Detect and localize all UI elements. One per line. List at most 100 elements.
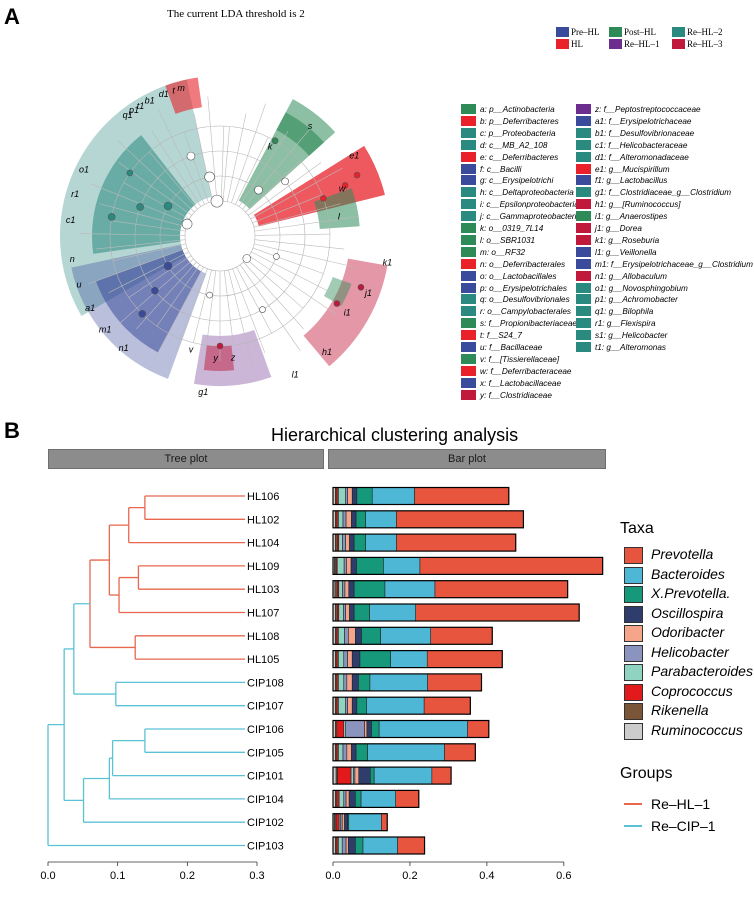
taxa-legend-item: d: c__MB_A2_108 [461, 139, 547, 151]
bar-outline [332, 650, 503, 669]
bar-segment [390, 650, 428, 668]
taxa-swatch [576, 318, 591, 329]
taxa-legend-label: Bacteroides [651, 565, 725, 582]
tree-leaf-label: CIP106 [247, 724, 284, 736]
cladogram-node [357, 284, 365, 291]
taxa-legend-item: g: c__Erysipelotrichi [461, 175, 553, 186]
cladogram-node [333, 300, 341, 307]
bar-segment [360, 790, 397, 808]
bar-segment [346, 673, 353, 692]
bar-segment [362, 836, 398, 855]
bar-segment [356, 557, 384, 575]
taxa-label: s1: g__Helicobacter [595, 331, 668, 341]
taxa-label: b1: f__Desulfovibrionaceae [595, 128, 695, 138]
taxa-legend-item: x: f__Lactobacillaceae [461, 377, 561, 389]
taxa-swatch [624, 586, 643, 603]
bar-segment [384, 580, 436, 598]
bar-segment [426, 650, 503, 668]
bar-segment [351, 487, 358, 505]
taxa-legend-item: s1: g__Helicobacter [576, 330, 667, 341]
bar-segment [347, 650, 353, 668]
bar-segment [415, 603, 580, 622]
taxa-swatch [576, 270, 591, 281]
panel-a-letter: A [4, 4, 20, 29]
taxa-label: n: o__Deferribacterales [480, 259, 566, 269]
taxa-legend-item: o: o__Lactobacillales [461, 270, 556, 282]
clade-label: a1 [85, 303, 95, 313]
bar-segment [397, 836, 425, 855]
tree-axis-tick-label: 0.0 [40, 870, 55, 882]
bar-segment [444, 743, 476, 762]
taxa-label: u: f__Bacillaceae [480, 343, 543, 352]
bar-segment [341, 836, 347, 855]
taxa-swatch [624, 722, 643, 740]
tree-leaf-label: HL104 [247, 538, 279, 550]
bar-segment [344, 813, 348, 832]
bar-segment [338, 836, 343, 855]
clade-label: l1 [292, 369, 299, 379]
clade-label: k1 [383, 258, 393, 268]
bar-segment [358, 673, 371, 692]
taxa-label: m: o__RF32 [480, 247, 526, 257]
bar-segment [370, 766, 375, 785]
taxa-swatch [461, 246, 476, 257]
taxa-swatch [576, 175, 591, 186]
bar-segment [396, 510, 524, 529]
cladogram-node [138, 309, 147, 318]
taxa-swatch [461, 282, 476, 293]
taxa-label: q1: g__Bilophila [595, 307, 654, 317]
taxa-legend-item: n1: g__Allobaculum [576, 270, 667, 282]
group-label: Re–HL–1 [624, 39, 660, 49]
cladogram-node [216, 342, 224, 350]
taxa-swatch [576, 139, 591, 150]
clade-label: h1 [322, 347, 332, 357]
clade-label: o1 [79, 165, 89, 175]
group-swatch [672, 27, 685, 37]
taxa-label: r1: g__Flexispira [595, 319, 656, 329]
bar-segment [343, 603, 346, 622]
taxa-swatch [461, 127, 476, 138]
taxa-label: g1: f__Clostridiaceae_g__Clostridium [595, 188, 732, 198]
taxa-legend-item: t: f__S24_7 [461, 330, 522, 341]
group-label: Post–HL [624, 27, 657, 37]
bar-segment [430, 627, 493, 645]
taxa-swatch [576, 282, 591, 293]
taxa-label: v: f__[Tissierellaceae] [480, 354, 560, 364]
taxa-legend-item: g1: f__Clostridiaceae_g__Clostridium [576, 187, 731, 198]
bar-segment [345, 487, 348, 505]
bar-segment [427, 673, 482, 692]
bar-segment [414, 487, 510, 505]
taxa-swatch [576, 306, 591, 317]
taxa-label: z: f__Peptostreptococcaceae [595, 105, 701, 114]
taxa-legend-label: Odoribacter [651, 624, 725, 640]
clade-label: g1 [198, 387, 208, 397]
bar-segment [343, 790, 347, 808]
taxa-legend-item: o1: g__Novosphingobium [576, 282, 688, 294]
clade-label: r1 [71, 189, 79, 199]
tree-leaf-label: CIP102 [247, 817, 284, 829]
taxa-label: k1: g__Roseburia [595, 235, 660, 245]
bar-segment [351, 510, 357, 529]
bar-segment [338, 790, 345, 808]
taxa-legend-item: e: c__Deferribacteres [461, 151, 558, 163]
bar-segment [364, 720, 368, 738]
group-label: Pre–HL [571, 27, 600, 37]
tree-leaf-label: CIP103 [247, 841, 284, 853]
tree-axis-tick-label: 0.2 [180, 870, 195, 882]
clade-label: w [339, 184, 346, 194]
clade-shade-red-top [165, 77, 202, 114]
taxa-legend-label: Ruminococcus [651, 721, 743, 738]
tree-leaf-label: CIP108 [247, 677, 284, 689]
taxa-swatch [624, 547, 643, 564]
taxa-legend-item: b1: f__Desulfovibrionaceae [576, 127, 695, 139]
taxa-swatch [461, 187, 476, 198]
taxa-legend-item: l: o__SBR1031 [461, 234, 535, 246]
taxa-swatch [624, 703, 643, 720]
bar-outline [332, 719, 490, 739]
bar-segment [342, 533, 346, 552]
bar-outline [332, 813, 388, 832]
taxa-swatch [461, 306, 476, 317]
bar-segment [343, 673, 348, 692]
bar-outline [332, 673, 483, 692]
